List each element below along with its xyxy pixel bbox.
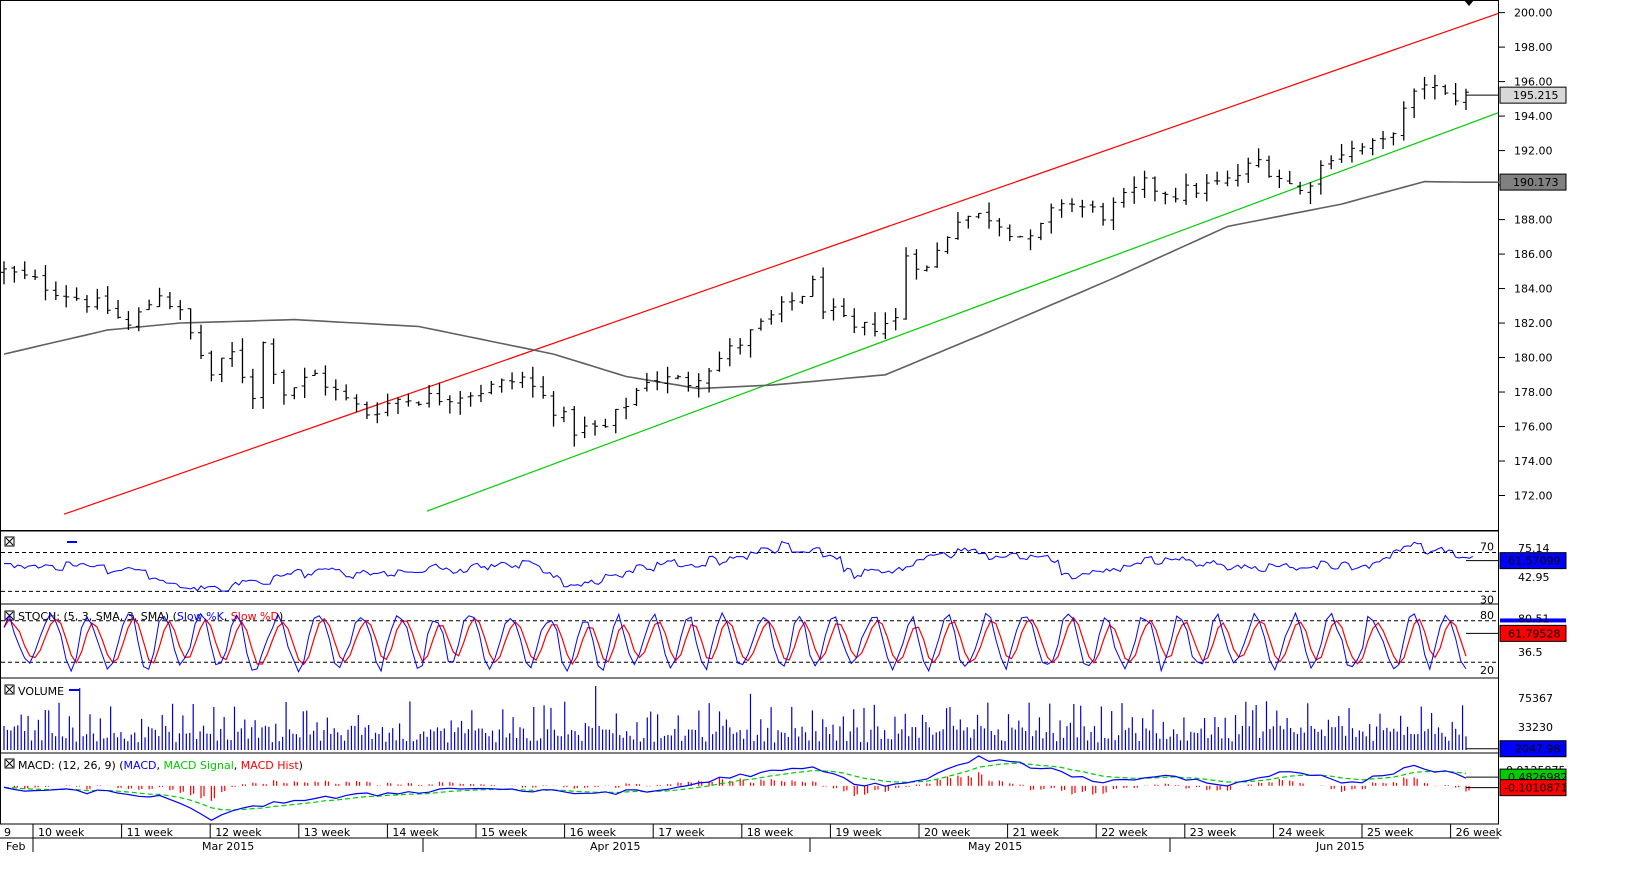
- week-label: 9: [4, 826, 11, 839]
- month-label: Apr 2015: [590, 840, 641, 853]
- moving-average-line: [3, 180, 1499, 390]
- support_trendline-line: [426, 112, 1499, 512]
- stoch-level-label: 20: [1480, 664, 1494, 677]
- resistance_trendline-line: [63, 12, 1499, 515]
- macd-legend: MACD: [124, 759, 157, 772]
- stoch-k-path: [3, 611, 1467, 673]
- price-tick-label: 200.00: [1514, 7, 1553, 20]
- volume-bars: [3, 686, 1467, 750]
- stoch-k-legend: Slow %K: [177, 610, 225, 623]
- volume-header: VOLUME: [4, 684, 79, 698]
- price-tick-label: 196.00: [1514, 76, 1553, 89]
- week-label: 18 week: [747, 826, 794, 839]
- price-tick-label: 180.00: [1514, 352, 1553, 365]
- stoch-value-text: 61.79528: [1508, 627, 1561, 640]
- rsi-scale-label: 75.14: [1518, 542, 1550, 555]
- macd-hist-badge: [1499, 779, 1567, 797]
- price-tick-label: 176.00: [1514, 421, 1553, 434]
- time-axis: 9 10 week 11 week 12 week 13 week 14 week 15 w…: [0, 824, 1503, 853]
- month-label: Feb: [6, 840, 25, 853]
- rsi-level-label: 70: [1480, 540, 1494, 553]
- stoch-k-badge: [1500, 618, 1566, 623]
- macd-lines: [3, 755, 1467, 821]
- week-label: 24 week: [1278, 826, 1325, 839]
- month-label: Jun 2015: [1315, 840, 1365, 853]
- week-label: 22 week: [1101, 826, 1148, 839]
- price-tick-label: 198.00: [1514, 41, 1553, 54]
- rsi-value-text: 61.57099: [1508, 555, 1561, 568]
- price-tick-label: 174.00: [1514, 455, 1553, 468]
- price-tick-label: 184.00: [1514, 283, 1553, 296]
- week-label: 10 week: [38, 826, 85, 839]
- volume-scale-label: 75367: [1518, 692, 1553, 705]
- rsi-path: [3, 540, 1474, 592]
- week-label: 13 week: [304, 826, 351, 839]
- week-label: 20 week: [924, 826, 971, 839]
- price-tick-label: 182.00: [1514, 317, 1553, 330]
- diamond-icon: [1464, 0, 1474, 6]
- month-label: May 2015: [968, 840, 1022, 853]
- price-y-axis: 200.00198.00196.00194.00192.00190.00188.…: [1466, 7, 1567, 503]
- stoch-level-label: 80: [1480, 609, 1494, 622]
- rsi-value-badge: [1499, 552, 1567, 570]
- week-label: 25 week: [1367, 826, 1414, 839]
- stoch-value-badge: [1499, 624, 1567, 642]
- volume-label: VOLUME: [18, 685, 64, 698]
- rsi-header: [4, 536, 77, 547]
- price-tick-label: 186.00: [1514, 248, 1553, 261]
- price-tick-label: 194.00: [1514, 110, 1553, 123]
- macd-hist-legend: MACD Hist: [241, 759, 300, 772]
- rsi-scale-label: 42.95: [1518, 571, 1550, 584]
- rsi-levels: 70 30 75.14 42.95: [1, 540, 1550, 606]
- stoch-scale-label: 80.51: [1518, 612, 1550, 625]
- volume-value-badge: [1499, 740, 1567, 758]
- week-label: 16 week: [570, 826, 617, 839]
- month-label: Mar 2015: [202, 840, 254, 853]
- week-label: 19 week: [835, 826, 882, 839]
- week-label: 12 week: [215, 826, 262, 839]
- last-price-badge: [1499, 86, 1567, 104]
- macd-panel[interactable]: [0, 752, 1499, 825]
- price-tick-label: 188.00: [1514, 214, 1553, 227]
- macd-signal-path: [3, 762, 1467, 811]
- trend-lines: [63, 12, 1499, 515]
- rsi-line: 61.57099: [3, 540, 1567, 592]
- volume-value-text: 2047.98: [1515, 743, 1561, 756]
- week-label: 21 week: [1013, 826, 1060, 839]
- volume-scale-label: 33230: [1518, 721, 1553, 734]
- week-label: 23 week: [1190, 826, 1237, 839]
- macd-signal-legend: MACD Signal: [164, 759, 234, 772]
- macd-axis: 0.91258750.4826982-0.1010871: [1466, 764, 1568, 797]
- week-label: 17 week: [658, 826, 705, 839]
- stoch-scale-label: 36.5: [1518, 646, 1543, 659]
- rsi-level-label: 30: [1480, 593, 1494, 606]
- week-label: 15 week: [481, 826, 528, 839]
- macd-path: [3, 755, 1467, 821]
- price-tick-label: 192.00: [1514, 145, 1553, 158]
- stoch-d-legend: Slow %D: [231, 610, 279, 623]
- macd-histogram: [13, 772, 1470, 801]
- stoch-lines: 80.51 61.79528: [3, 611, 1567, 673]
- macd-hist-text: -0.1010871: [1504, 782, 1567, 795]
- week-label: 11 week: [127, 826, 174, 839]
- ma-value-badge: [1499, 173, 1567, 191]
- last-price-badge-text: 195.215: [1513, 89, 1559, 102]
- week-label: 26 week: [1456, 826, 1503, 839]
- stoch-levels: 80 20 36.5: [1, 609, 1543, 677]
- volume-axis: 75367 33230 2047.98: [1466, 692, 1567, 758]
- rsi-panel[interactable]: [0, 530, 1499, 605]
- macd-header: MACD: (12, 26, 9) (MACD, MACD Signal, MA…: [4, 758, 303, 772]
- ma-value-badge-text: 190.173: [1513, 176, 1559, 189]
- price-tick-label: 172.00: [1514, 490, 1553, 503]
- week-label: 14 week: [392, 826, 439, 839]
- macd-label: MACD: (12, 26, 9): [18, 759, 116, 772]
- price-panel[interactable]: [0, 0, 1499, 531]
- svg-text:MACD: (12, 26, 9) (MACD: MACD: (12, 26, 9) (MACD, MACD Signal, MA…: [18, 759, 303, 772]
- moving-average-path: [3, 180, 1499, 390]
- price-tick-label: 178.00: [1514, 386, 1553, 399]
- price-bars: [1, 74, 1469, 447]
- stoch-d-path: [3, 616, 1467, 666]
